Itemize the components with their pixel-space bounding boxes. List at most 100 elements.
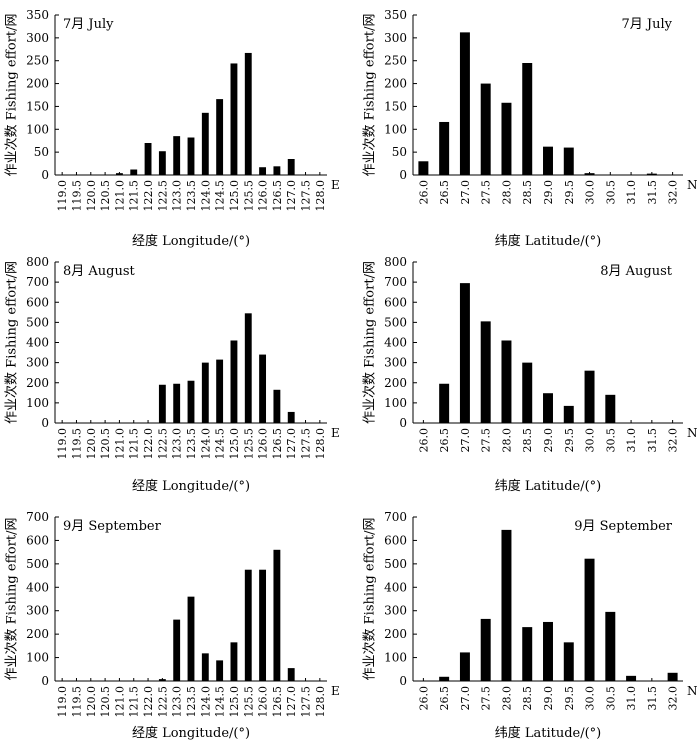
bar [201, 362, 209, 423]
x-tick-label: 124.5 [214, 428, 227, 460]
bar [216, 99, 224, 175]
x-tick-label: 26.0 [417, 180, 430, 205]
bar [459, 652, 470, 681]
bar [439, 383, 450, 423]
bar [480, 618, 491, 681]
x-tick-label: 124.0 [199, 180, 212, 212]
bar [563, 642, 574, 681]
bar [287, 159, 295, 175]
x-tick-label: 121.5 [128, 428, 141, 460]
x-tick-label: 32.0 [667, 686, 680, 711]
direction-label: E [331, 684, 340, 698]
y-tick-label: 300 [384, 604, 407, 618]
bar [259, 354, 267, 423]
x-tick-label: 30.5 [604, 428, 617, 453]
panel-5: 0 100 200 300 400 500 600 700 119.0 119.5 120.0 120… [4, 510, 340, 741]
x-tick-label: 31.0 [625, 180, 638, 205]
x-tick-label: 124.0 [199, 428, 212, 460]
y-tick-label: 100 [26, 651, 49, 665]
x-tick-label: 28.0 [500, 686, 513, 711]
bar [480, 321, 491, 423]
x-tick-label: 126.0 [257, 686, 270, 718]
bar [201, 653, 209, 681]
x-tick-label: 27.0 [459, 428, 472, 453]
x-tick-label: 122.0 [142, 686, 155, 718]
y-tick-label: 500 [384, 557, 407, 571]
y-tick-label: 800 [26, 255, 49, 269]
y-axis-title: 作业次数 Fishing effort/网 [362, 518, 378, 681]
y-tick-label: 400 [384, 580, 407, 594]
x-tick-label: 27.5 [480, 180, 493, 205]
bar [259, 167, 267, 175]
bar [230, 642, 238, 681]
x-tick-label: 126.5 [271, 180, 284, 212]
x-tick-label: 30.0 [584, 180, 597, 205]
x-tick-label: 122.5 [156, 686, 169, 718]
x-tick-label: 127.5 [300, 686, 313, 718]
y-tick-label: 0 [41, 674, 49, 688]
y-tick-label: 150 [384, 99, 407, 113]
bar [287, 668, 295, 681]
y-tick-label: 150 [26, 99, 49, 113]
x-tick-label: 28.5 [521, 428, 534, 453]
y-tick-label: 300 [26, 31, 49, 45]
x-tick-label: 125.5 [242, 686, 255, 718]
x-tick-label: 30.0 [584, 686, 597, 711]
x-tick-label: 26.5 [438, 180, 451, 205]
y-tick-label: 0 [41, 416, 49, 430]
direction-label: N [687, 684, 698, 698]
bar [626, 675, 637, 681]
x-tick-label: 28.5 [521, 686, 534, 711]
y-tick-label: 300 [384, 356, 407, 370]
y-tick-label: 300 [384, 31, 407, 45]
direction-label: E [331, 426, 340, 440]
y-tick-label: 200 [384, 77, 407, 91]
x-tick-label: 122.5 [156, 180, 169, 212]
x-tick-label: 124.5 [214, 180, 227, 212]
y-tick-label: 200 [384, 627, 407, 641]
bar [667, 672, 678, 681]
x-tick-label: 120.5 [99, 180, 112, 212]
panel-4: 0 100 200 300 400 500 600 700 800 26.0 26.5 27.0 27.… [362, 255, 698, 494]
x-tick-label: 119.5 [70, 180, 83, 212]
y-tick-label: 100 [384, 651, 407, 665]
y-axis-title: 作业次数 Fishing effort/网 [4, 261, 20, 424]
y-axis-title: 作业次数 Fishing effort/网 [4, 14, 20, 177]
y-tick-label: 100 [26, 396, 49, 410]
panel-title: 7月 July [63, 17, 114, 32]
x-tick-label: 125.0 [228, 428, 241, 460]
y-tick-label: 700 [384, 510, 407, 524]
bar [418, 161, 429, 175]
x-tick-label: 29.5 [563, 180, 576, 205]
y-tick-label: 200 [26, 376, 49, 390]
x-tick-label: 126.0 [257, 180, 270, 212]
bar [158, 384, 166, 423]
x-axis-title: 经度 Longitude/(°) [132, 725, 250, 741]
bar [439, 676, 450, 681]
x-tick-label: 27.5 [480, 428, 493, 453]
x-tick-label: 128.0 [314, 180, 327, 212]
panel-1: 0 50 100 150 200 250 300 350 119.0 119.5 120.0 120.… [4, 8, 340, 249]
bar [287, 411, 295, 423]
x-tick-label: 31.0 [625, 428, 638, 453]
x-tick-label: 31.5 [646, 686, 659, 711]
x-tick-label: 121.0 [113, 428, 126, 460]
x-tick-label: 126.5 [271, 686, 284, 718]
y-tick-label: 300 [26, 356, 49, 370]
x-tick-label: 29.0 [542, 428, 555, 453]
x-tick-label: 128.0 [314, 686, 327, 718]
bar [173, 383, 181, 423]
direction-label: N [687, 426, 698, 440]
x-tick-label: 119.5 [70, 686, 83, 718]
x-tick-label: 119.0 [56, 180, 69, 212]
bar [273, 549, 281, 681]
panel-title: 9月 September [574, 519, 673, 534]
x-tick-label: 120.0 [85, 180, 98, 212]
x-tick-label: 119.0 [56, 428, 69, 460]
bar [646, 173, 657, 175]
y-tick-label: 200 [26, 77, 49, 91]
x-axis-title: 纬度 Latitude/(°) [495, 478, 602, 494]
bar [230, 63, 238, 176]
x-axis-title: 纬度 Latitude/(°) [495, 233, 602, 249]
